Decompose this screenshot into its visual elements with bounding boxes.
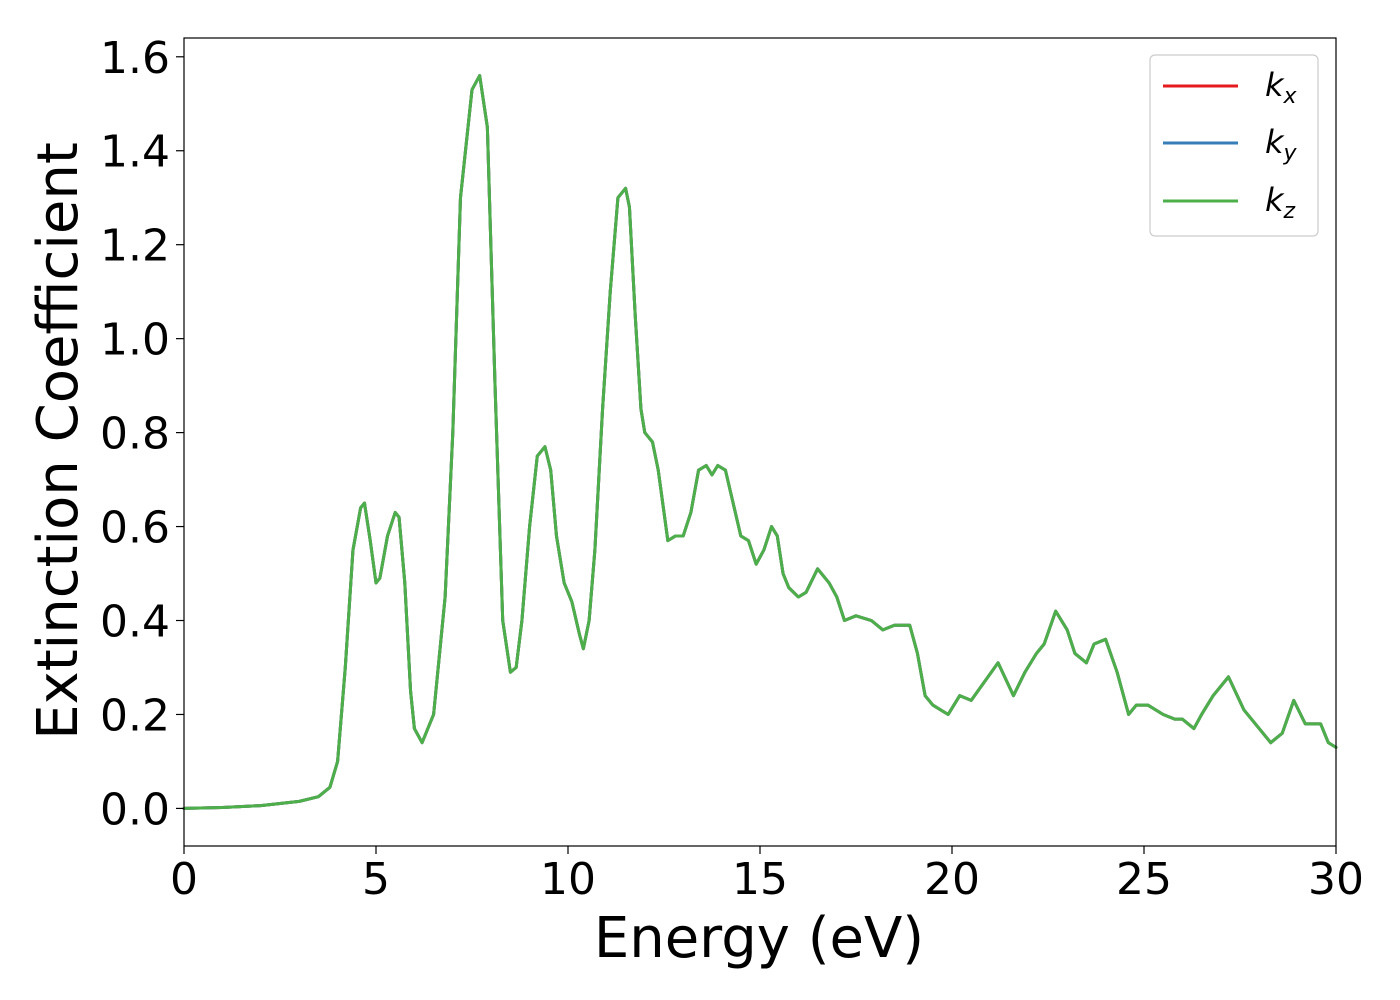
y-tick-label: 1.0 — [100, 315, 170, 366]
y-tick-label: 0.2 — [100, 690, 170, 741]
x-tick-label: 15 — [732, 854, 788, 905]
legend: kx ky kz — [1149, 54, 1319, 237]
series-group — [182, 74, 1338, 810]
y-tick-label: 1.6 — [100, 33, 170, 84]
x-tick-label: 0 — [170, 854, 198, 905]
legend-frame — [1149, 54, 1319, 237]
y-axis-label: Extinction Coefficient — [26, 142, 91, 740]
y-tick-label: 1.4 — [100, 127, 170, 178]
ticks-group: 0 5 10 15 20 25 30 0.0 0.2 0.4 0.6 0.8 1.0 1.2 1.4 1.6 — [100, 33, 1364, 905]
x-tick-label: 10 — [540, 854, 596, 905]
y-tick-label: 1.2 — [100, 221, 170, 272]
x-tick-label: 30 — [1308, 854, 1364, 905]
y-tick-label: 0.6 — [100, 503, 170, 554]
legend-label-kx: kx — [1265, 66, 1298, 109]
legend-label-kz: kz — [1265, 181, 1296, 224]
y-tick-label: 0.4 — [100, 597, 170, 648]
x-tick-label: 20 — [924, 854, 980, 905]
x-axis-label: Energy (eV) — [594, 906, 924, 971]
series-line-kz — [182, 74, 1338, 810]
y-tick-label: 0.8 — [100, 409, 170, 460]
x-tick-label: 5 — [362, 854, 390, 905]
y-tick-label: 0.0 — [100, 784, 170, 835]
legend-label-ky: ky — [1265, 123, 1298, 166]
x-tick-label: 25 — [1116, 854, 1172, 905]
